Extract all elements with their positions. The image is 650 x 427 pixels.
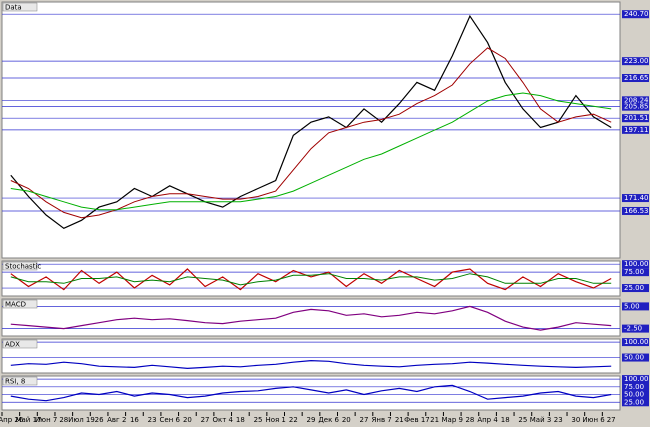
price-label-box [622, 10, 649, 19]
y-tick-label: 100.00 [624, 260, 649, 268]
series-line [10, 268, 612, 291]
y-tick-label: 75.00 [624, 268, 644, 276]
x-tick-label: Сен 6 [160, 416, 181, 424]
price-label-box [622, 260, 649, 269]
series-line [10, 305, 612, 331]
x-tick-label: 28 [59, 416, 68, 424]
y-tick-label: 205.85 [624, 103, 649, 111]
series-line [10, 273, 612, 286]
x-tick-label: Окт 4 [212, 416, 233, 424]
x-tick-label: 27 [201, 416, 210, 424]
x-tick-label: 25 [518, 416, 527, 424]
x-tick-label: 30 [571, 416, 580, 424]
y-tick-label: 240.70 [624, 10, 649, 18]
price-label-box [622, 302, 649, 311]
price-label-box [622, 206, 649, 215]
price-label-box [622, 382, 649, 391]
x-tick-label: 29 [307, 416, 316, 424]
x-tick-label: 18 [236, 416, 245, 424]
panel-title: Data [5, 4, 22, 12]
x-tick-label: Апр 4 [477, 416, 498, 424]
x-tick-label: Дек 6 [318, 416, 339, 424]
x-tick-label: Июн 7 [35, 416, 57, 424]
panel [1, 298, 621, 337]
price-label-box [622, 338, 649, 347]
panel-title: Stochastic [5, 263, 41, 271]
x-tick-label: 21 [395, 416, 404, 424]
y-tick-label: 216.65 [624, 74, 649, 82]
x-tick-label: Ноя 1 [265, 416, 285, 424]
y-tick-label: 208.24 [624, 96, 649, 104]
price-label-box [622, 324, 649, 333]
x-tick-label: 23 [554, 416, 563, 424]
panel-title-box [2, 299, 38, 309]
price-label-box [622, 390, 649, 399]
price-label-box [622, 375, 649, 384]
price-label-box [622, 102, 649, 111]
x-tick-label: Май 3 [530, 416, 552, 424]
price-label-box [622, 194, 649, 203]
y-tick-label: 50.00 [624, 354, 644, 362]
x-tick-label: Май 17 [15, 416, 41, 424]
price-label-box [622, 353, 649, 362]
x-tick-label: Фев 17 [404, 416, 430, 424]
x-tick-label: Апр 26 [0, 416, 24, 424]
price-label-box [622, 57, 649, 66]
x-tick-label: 27 [360, 416, 369, 424]
y-tick-label: -2.50 [624, 325, 642, 333]
panel-title-box [2, 339, 38, 349]
y-tick-label: 5.00 [624, 302, 640, 310]
panel [1, 375, 621, 411]
series-line [10, 92, 612, 211]
y-tick-label: 197.11 [624, 126, 649, 134]
x-tick-label: 27 [607, 416, 616, 424]
x-tick-label: Июн 6 [582, 416, 605, 424]
y-tick-label: 171.40 [624, 194, 649, 202]
price-label-box [622, 268, 649, 277]
y-tick-label: 223.00 [624, 57, 649, 65]
panel-title-box [2, 261, 38, 271]
y-tick-label: 100.00 [624, 375, 649, 383]
y-tick-label: 166.53 [624, 207, 649, 215]
y-tick-label: 201.51 [624, 114, 649, 122]
y-tick-label: 25.00 [624, 398, 644, 406]
series-line [10, 47, 612, 219]
x-tick-label: 22 [289, 416, 298, 424]
x-tick-label: 20 [342, 416, 351, 424]
x-tick-label: Янв 7 [372, 416, 392, 424]
price-label-box [622, 74, 649, 83]
x-tick-label: 26 [95, 416, 104, 424]
series-line [10, 14, 612, 229]
y-tick-label: 100.00 [624, 338, 649, 346]
y-tick-label: 25.00 [624, 284, 644, 292]
panel-title-box [2, 376, 38, 386]
x-tick-label: 21 [430, 416, 439, 424]
price-label-box [622, 398, 649, 407]
x-tick-label: 23 [148, 416, 157, 424]
x-tick-label: 18 [501, 416, 510, 424]
price-label-box [622, 284, 649, 293]
panel [1, 338, 621, 374]
x-tick-label: 16 [130, 416, 139, 424]
series-line [10, 384, 612, 402]
panel-title: MACD [5, 301, 26, 309]
panel-title-box [2, 2, 38, 12]
y-tick-label: 50.00 [624, 391, 644, 399]
x-tick-label: Июл 19 [68, 416, 95, 424]
panel-title: RSI, 8 [5, 378, 25, 386]
price-label-box [622, 125, 649, 134]
y-tick-label: 75.00 [624, 383, 644, 391]
panel-title: ADX [5, 341, 20, 349]
x-tick-label: Мар 9 [442, 416, 463, 424]
price-label-box [622, 96, 649, 105]
price-label-box [622, 114, 649, 123]
x-tick-label: 28 [465, 416, 474, 424]
panel [1, 260, 621, 297]
x-tick-label: Авг 2 [107, 416, 126, 424]
series-line [10, 359, 612, 370]
x-tick-label: 25 [254, 416, 263, 424]
x-tick-label: 20 [183, 416, 192, 424]
